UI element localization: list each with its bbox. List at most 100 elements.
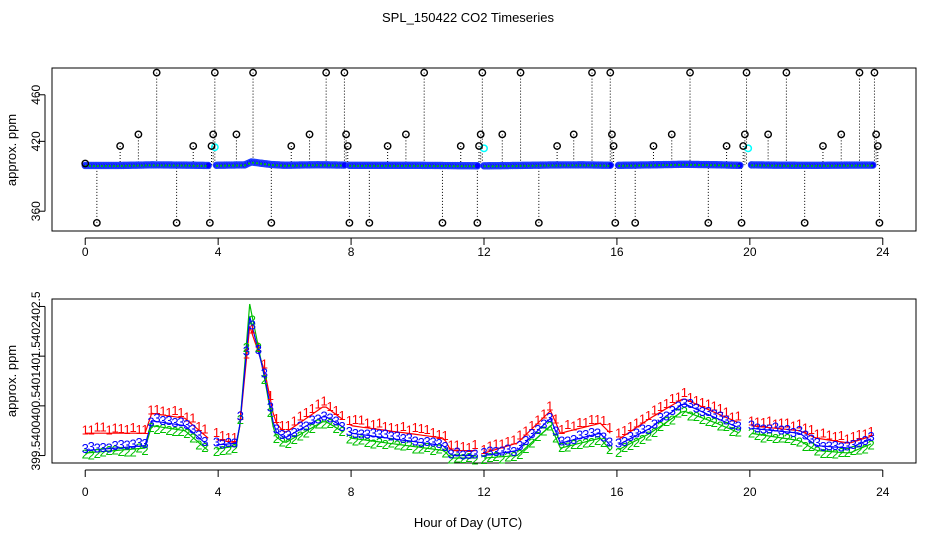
baseline-green-point — [862, 164, 865, 167]
series-3-marker: 3 — [297, 419, 304, 434]
series-3-marker: 3 — [352, 426, 359, 441]
series-1-marker: 1 — [346, 413, 353, 428]
baseline-green-point — [834, 164, 838, 167]
series-3-marker: 3 — [784, 422, 791, 437]
series-2-marker: 2 — [291, 432, 298, 447]
series-1-marker: 1 — [784, 416, 791, 431]
baseline-green-point — [376, 164, 380, 167]
outlier-point — [438, 218, 447, 227]
series-2-marker: 2 — [303, 425, 310, 440]
series-2-marker: 2 — [558, 440, 565, 455]
series-2-marker: 2 — [576, 437, 583, 452]
series-2-marker: 2 — [165, 423, 172, 438]
series-2-marker: 2 — [177, 424, 184, 439]
baseline-green-point — [842, 164, 845, 167]
baseline-green-point — [176, 164, 179, 167]
baseline-green-point — [729, 164, 733, 167]
series-3-marker: 3 — [447, 446, 454, 461]
series-3-marker: 3 — [663, 409, 670, 424]
series-1-marker: 1 — [424, 422, 431, 437]
series-1-marker: 1 — [820, 425, 827, 440]
series-3-marker: 3 — [510, 444, 517, 459]
series-3-marker: 3 — [570, 432, 577, 447]
series-1-marker: 1 — [528, 418, 535, 433]
outlier-point — [704, 218, 713, 227]
baseline-green-point — [303, 164, 306, 167]
series-2-marker: 2 — [735, 425, 742, 440]
baseline-green-point — [412, 164, 415, 167]
top-y-tick-label: 360 — [29, 201, 43, 221]
baseline-green-point — [810, 164, 814, 167]
series-2-marker: 2 — [693, 409, 700, 424]
outlier-point — [631, 218, 640, 227]
baseline-green-point — [721, 164, 725, 167]
series-3-marker: 3 — [201, 434, 208, 449]
series-2-marker: 2 — [711, 415, 718, 430]
series-2-marker: 2 — [279, 435, 286, 450]
series-2-marker: 2 — [352, 433, 359, 448]
series-3-marker: 3 — [358, 427, 365, 442]
baseline-green-point — [767, 164, 770, 167]
series-3-marker: 3 — [814, 435, 821, 450]
outlier-point — [764, 130, 773, 139]
baseline-green-point — [100, 164, 103, 168]
baseline-green-point — [790, 164, 794, 167]
series-1-marker: 1 — [772, 416, 779, 431]
baseline-green-point — [339, 164, 342, 167]
series-3-marker: 3 — [735, 419, 742, 434]
baseline-green-point — [850, 164, 853, 167]
series-1-marker: 1 — [352, 412, 359, 427]
outlier-point — [383, 142, 392, 150]
baseline-green-point — [267, 163, 271, 166]
outlier-point — [267, 218, 276, 227]
baseline-green-point — [677, 163, 681, 166]
baseline-green-point — [495, 165, 498, 168]
series-1-marker: 1 — [486, 439, 493, 454]
series-1-marker: 1 — [480, 442, 487, 457]
series-1-marker: 1 — [510, 433, 517, 448]
outlier-point — [737, 218, 746, 227]
series-1-marker: 1 — [645, 408, 652, 423]
baseline-green-point — [539, 164, 542, 167]
series-1-marker: 1 — [406, 422, 413, 437]
series-1-marker: 1 — [100, 420, 107, 435]
series-3-marker: 3 — [309, 412, 316, 427]
top-x-tick-label: 16 — [610, 245, 624, 259]
baseline-green-point — [587, 164, 590, 167]
series-1-marker: 1 — [388, 420, 395, 435]
baseline-green-point — [774, 164, 778, 167]
series-1-marker: 1 — [333, 403, 340, 418]
series-1-marker: 1 — [832, 429, 839, 444]
series-1-line — [618, 398, 739, 440]
series-3-marker: 3 — [862, 433, 869, 448]
series-1-marker: 1 — [219, 428, 226, 443]
series-3-marker: 3 — [285, 428, 292, 443]
series-1-marker: 1 — [82, 423, 89, 438]
series-2-marker: 2 — [588, 435, 595, 450]
series-2-marker: 2 — [382, 437, 389, 452]
series-2-marker: 2 — [231, 441, 238, 456]
series-2-marker: 2 — [183, 426, 190, 441]
series-2-marker: 2 — [615, 445, 622, 460]
series-2-marker: 2 — [82, 446, 89, 461]
outlier-point — [872, 130, 881, 139]
series-3-marker: 3 — [546, 410, 553, 425]
series-3-marker: 3 — [594, 426, 601, 441]
series-2-marker: 2 — [681, 404, 688, 419]
baseline-green-point — [535, 164, 538, 167]
outlier-point — [342, 130, 350, 139]
series-1-marker: 1 — [267, 388, 274, 403]
series-3-marker: 3 — [522, 433, 529, 448]
outlier-point — [800, 218, 809, 227]
series-2-marker: 2 — [123, 445, 130, 460]
baseline-green-point — [108, 164, 111, 168]
series-2-marker: 2 — [808, 439, 815, 454]
series-3-line — [618, 403, 739, 446]
series-3-marker: 3 — [868, 429, 875, 444]
outlier-point — [553, 142, 562, 150]
series-2-marker: 2 — [364, 435, 371, 450]
series-3-marker: 3 — [675, 399, 682, 414]
series-3-marker: 3 — [748, 418, 755, 433]
outlier-point — [588, 68, 596, 77]
baseline-point — [473, 162, 482, 170]
